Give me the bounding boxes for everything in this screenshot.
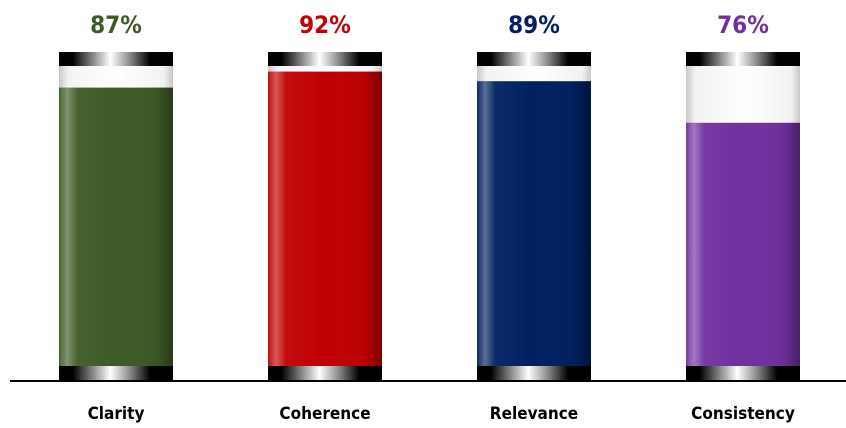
tube-cap-bottom-clarity	[59, 366, 173, 381]
tube-cap-top-relevance	[477, 52, 591, 66]
tube-cap-bottom-relevance	[477, 366, 591, 381]
bars-layer	[59, 52, 800, 381]
bar-group-clarity	[59, 52, 173, 381]
tube-cap-top-clarity	[59, 52, 173, 66]
tube-cap-top-coherence	[268, 52, 382, 66]
labels-layer: 87% Clarity 92% Coherence 89% Relevance 76% Con…	[88, 11, 795, 424]
data-label-clarity: 87%	[90, 11, 142, 39]
bar-group-relevance	[477, 52, 591, 381]
tube-cap-bottom-consistency	[686, 366, 800, 381]
data-label-relevance: 89%	[508, 11, 560, 39]
category-label-clarity: Clarity	[88, 404, 145, 424]
tube-cap-bottom-coherence	[268, 366, 382, 381]
data-label-consistency: 76%	[717, 11, 769, 39]
category-label-consistency: Consistency	[691, 404, 795, 424]
bar-shine-consistency	[686, 122, 800, 366]
bar-shine-relevance	[477, 81, 591, 366]
tube-cap-top-consistency	[686, 52, 800, 66]
bar-group-consistency	[686, 52, 800, 381]
category-label-relevance: Relevance	[490, 404, 578, 424]
category-label-coherence: Coherence	[279, 404, 370, 424]
bar-group-coherence	[268, 52, 382, 381]
data-label-coherence: 92%	[299, 11, 351, 39]
bar-shine-coherence	[268, 71, 382, 366]
bar-shine-clarity	[59, 87, 173, 366]
